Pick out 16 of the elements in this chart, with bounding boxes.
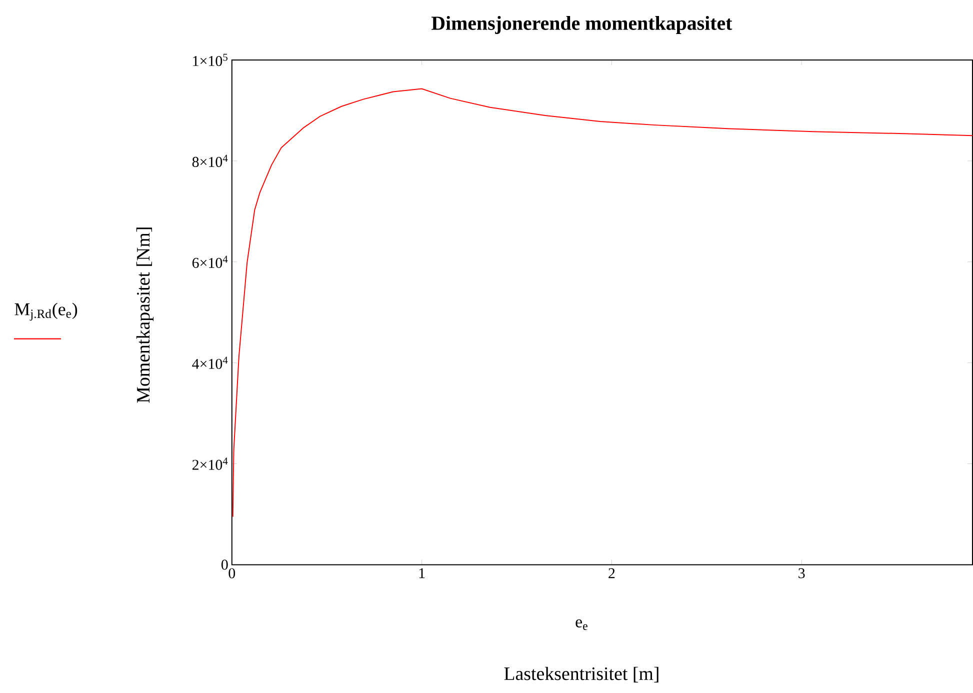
y-tick-label: 1×10$^{5}$ bbox=[193, 54, 228, 66]
text: e$_{e}$ bbox=[576, 620, 588, 630]
y-tick-label: 0 bbox=[221, 560, 228, 570]
y-tick-label: 8×10$^{4}$ bbox=[192, 154, 228, 168]
x-tick-label: 3 bbox=[798, 568, 805, 578]
line-series bbox=[232, 88, 973, 518]
y-axis-title: Momentkapasitet [Nm] bbox=[136, 228, 154, 403]
x-tick-label: 2 bbox=[608, 568, 615, 578]
chart-title: Dimensjonerende momentkapasitet bbox=[431, 16, 732, 34]
x-tick-label: 1 bbox=[419, 568, 425, 578]
text: M$_{j.Rd}$(e$_{e}$) bbox=[14, 302, 78, 321]
x-tick-label: 0 bbox=[228, 568, 236, 578]
x-axis-title: Lasteksentrisitet [m] bbox=[504, 667, 658, 683]
y-tick-label: 6×10$^{4}$ bbox=[192, 256, 228, 268]
y-tick-label: 2×10$^{4}$ bbox=[192, 458, 228, 470]
y-tick-label: 4×10$^{4}$ bbox=[192, 356, 228, 370]
